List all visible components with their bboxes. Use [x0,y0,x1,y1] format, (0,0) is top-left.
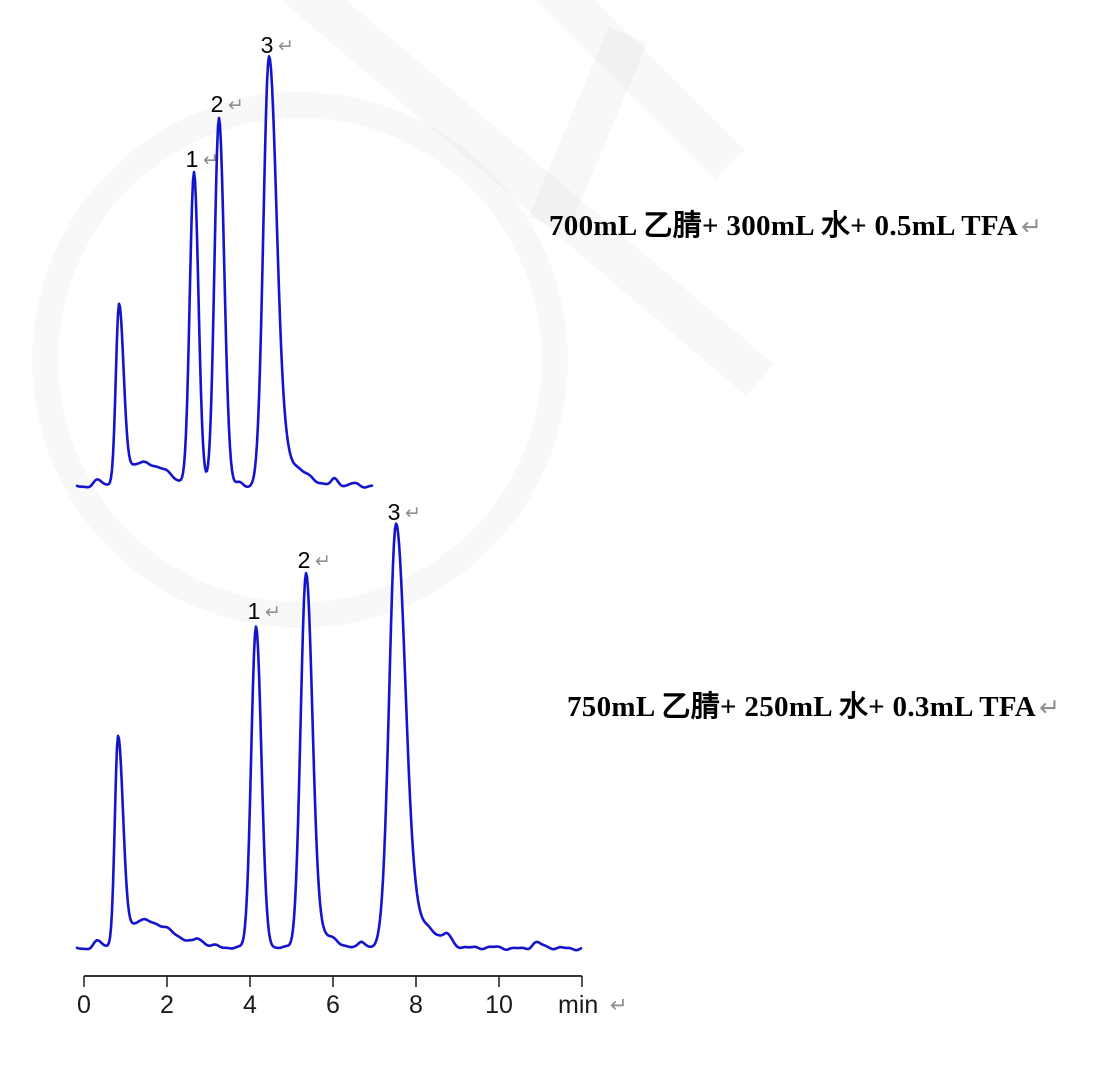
axis-tick-label: 0 [77,991,91,1019]
watermark-stroke [528,26,648,234]
axis-tick-label: 8 [409,991,423,1019]
watermark-circle [32,92,568,628]
axis-tick-label: 10 [485,991,513,1019]
peak-label-3: 3 [388,499,401,525]
return-mark-icon: ↵ [405,502,421,524]
axis-tick-label: 6 [326,991,340,1019]
peak-label-1: 1 [248,598,261,624]
trace-top [75,55,374,489]
peak-label-2: 2 [298,547,311,573]
return-mark-icon: ↵ [610,993,628,1017]
annotation-text: 750mL 乙腈+ 250mL 水+ 0.3mL TFA [567,691,1036,723]
annotation-text: 700mL 乙腈+ 300mL 水+ 0.5mL TFA [549,210,1018,242]
return-mark-icon: ↵ [203,149,219,171]
peak-label-2: 2 [211,91,224,117]
return-mark-icon: ↵ [278,35,294,57]
peak-label-3: 3 [261,32,274,58]
return-mark-icon: ↵ [1020,212,1043,241]
traces [75,55,583,952]
watermark-stroke [535,0,745,180]
mobile-phase-annotation-bottom: 750mL 乙腈+ 250mL 水+ 0.3mL TFA ↵ [567,689,1060,726]
trace-bottom [75,522,583,952]
axis-tick-label: 4 [243,991,257,1019]
watermark [32,0,774,628]
x-axis-unit-label: min [558,991,598,1019]
return-mark-icon: ↵ [265,601,281,623]
peak-labels: 1 ↵2 ↵3 ↵1 ↵2 ↵3 ↵ [186,32,421,624]
return-mark-icon: ↵ [228,94,244,116]
axis-tick-label: 2 [160,991,174,1019]
watermark-stroke [281,0,774,396]
return-mark-icon: ↵ [315,550,331,572]
x-axis: 0 2 4 6 8 10 min ↵ [77,975,628,1019]
x-axis-tick-labels: 0 2 4 6 8 10 [77,991,513,1019]
x-axis-ticks [83,976,583,987]
peak-label-1: 1 [186,146,199,172]
return-mark-icon: ↵ [1038,693,1061,722]
mobile-phase-annotation-top: 700mL 乙腈+ 300mL 水+ 0.5mL TFA ↵ [549,208,1042,245]
